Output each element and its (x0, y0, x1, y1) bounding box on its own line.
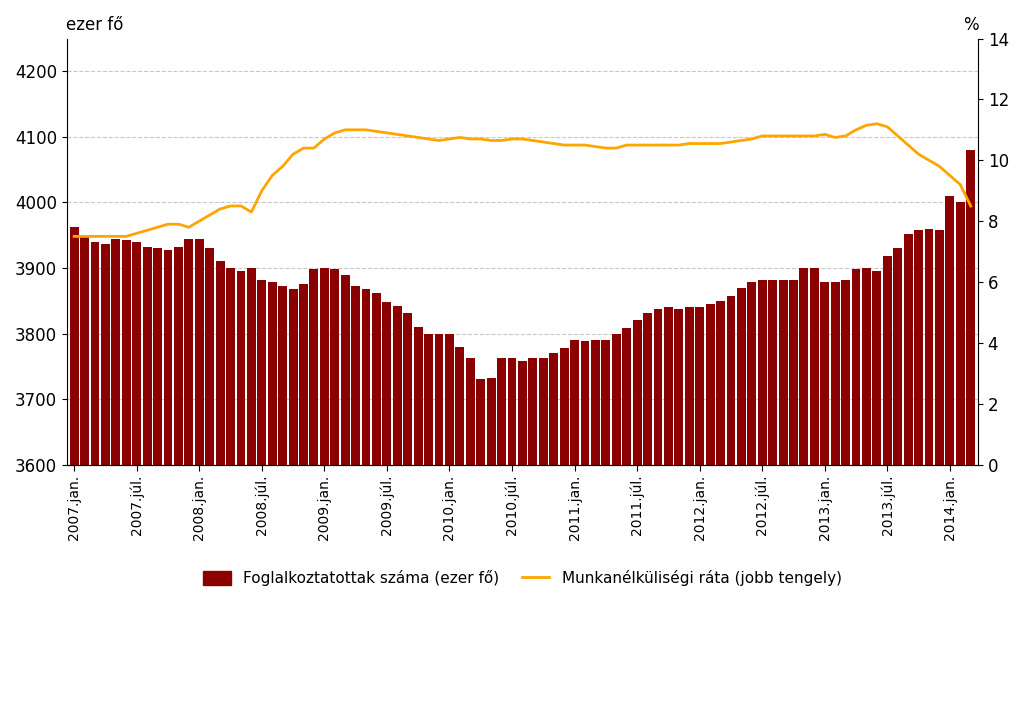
Bar (633, 320, 642, 717)
Bar (810, 268, 819, 717)
Bar (591, 340, 600, 717)
Bar (758, 280, 767, 717)
Bar (70, 227, 79, 717)
Bar (675, 308, 683, 717)
Bar (195, 239, 204, 717)
Bar (925, 229, 934, 717)
Bar (331, 270, 339, 717)
Bar (601, 340, 610, 717)
Bar (748, 282, 757, 717)
Bar (518, 361, 527, 717)
Bar (955, 202, 965, 717)
Bar (486, 378, 496, 717)
Bar (101, 244, 110, 717)
Bar (570, 340, 579, 717)
Bar (414, 327, 423, 717)
Bar (716, 300, 725, 717)
Bar (768, 280, 777, 717)
Bar (830, 282, 840, 717)
Bar (132, 242, 141, 717)
Bar (205, 248, 214, 717)
Bar (403, 313, 413, 717)
Bar (319, 268, 329, 717)
Bar (581, 341, 590, 717)
Bar (904, 234, 912, 717)
Bar (268, 282, 276, 717)
Bar (726, 295, 735, 717)
Bar (800, 268, 808, 717)
Bar (967, 150, 975, 717)
Text: %: % (964, 16, 979, 34)
Bar (706, 304, 715, 717)
Bar (549, 353, 558, 717)
Bar (695, 308, 705, 717)
Bar (164, 250, 172, 717)
Bar (872, 271, 882, 717)
Bar (372, 293, 381, 717)
Bar (893, 248, 902, 717)
Bar (142, 247, 152, 717)
Bar (309, 270, 318, 717)
Bar (560, 348, 568, 717)
Bar (456, 346, 464, 717)
Bar (945, 196, 954, 717)
Bar (434, 333, 443, 717)
Bar (383, 302, 391, 717)
Bar (351, 286, 360, 717)
Bar (257, 280, 266, 717)
Bar (299, 285, 308, 717)
Bar (852, 270, 860, 717)
Legend: Foglalkoztatottak száma (ezer fő), Munkanélküliségi ráta (jobb tengely): Foglalkoztatottak száma (ezer fő), Munka… (197, 564, 848, 592)
Bar (80, 237, 89, 717)
Bar (237, 271, 246, 717)
Bar (935, 230, 944, 717)
Bar (539, 358, 548, 717)
Bar (643, 313, 652, 717)
Bar (528, 358, 538, 717)
Bar (476, 379, 485, 717)
Bar (184, 239, 194, 717)
Bar (841, 280, 850, 717)
Bar (778, 280, 787, 717)
Bar (685, 308, 693, 717)
Bar (498, 358, 506, 717)
Bar (653, 308, 663, 717)
Text: ezer fő: ezer fő (66, 16, 123, 34)
Bar (445, 333, 454, 717)
Bar (737, 288, 745, 717)
Bar (112, 239, 120, 717)
Bar (226, 268, 234, 717)
Bar (279, 286, 287, 717)
Bar (862, 268, 870, 717)
Bar (914, 230, 923, 717)
Bar (611, 333, 621, 717)
Bar (154, 248, 162, 717)
Bar (664, 308, 673, 717)
Bar (623, 328, 631, 717)
Bar (393, 306, 401, 717)
Bar (508, 358, 516, 717)
Bar (883, 256, 892, 717)
Bar (466, 358, 475, 717)
Bar (289, 289, 298, 717)
Bar (820, 282, 829, 717)
Bar (790, 280, 798, 717)
Bar (341, 275, 349, 717)
Bar (424, 333, 433, 717)
Bar (247, 268, 256, 717)
Bar (174, 247, 183, 717)
Bar (122, 240, 131, 717)
Bar (90, 242, 99, 717)
Bar (216, 262, 224, 717)
Bar (361, 289, 371, 717)
